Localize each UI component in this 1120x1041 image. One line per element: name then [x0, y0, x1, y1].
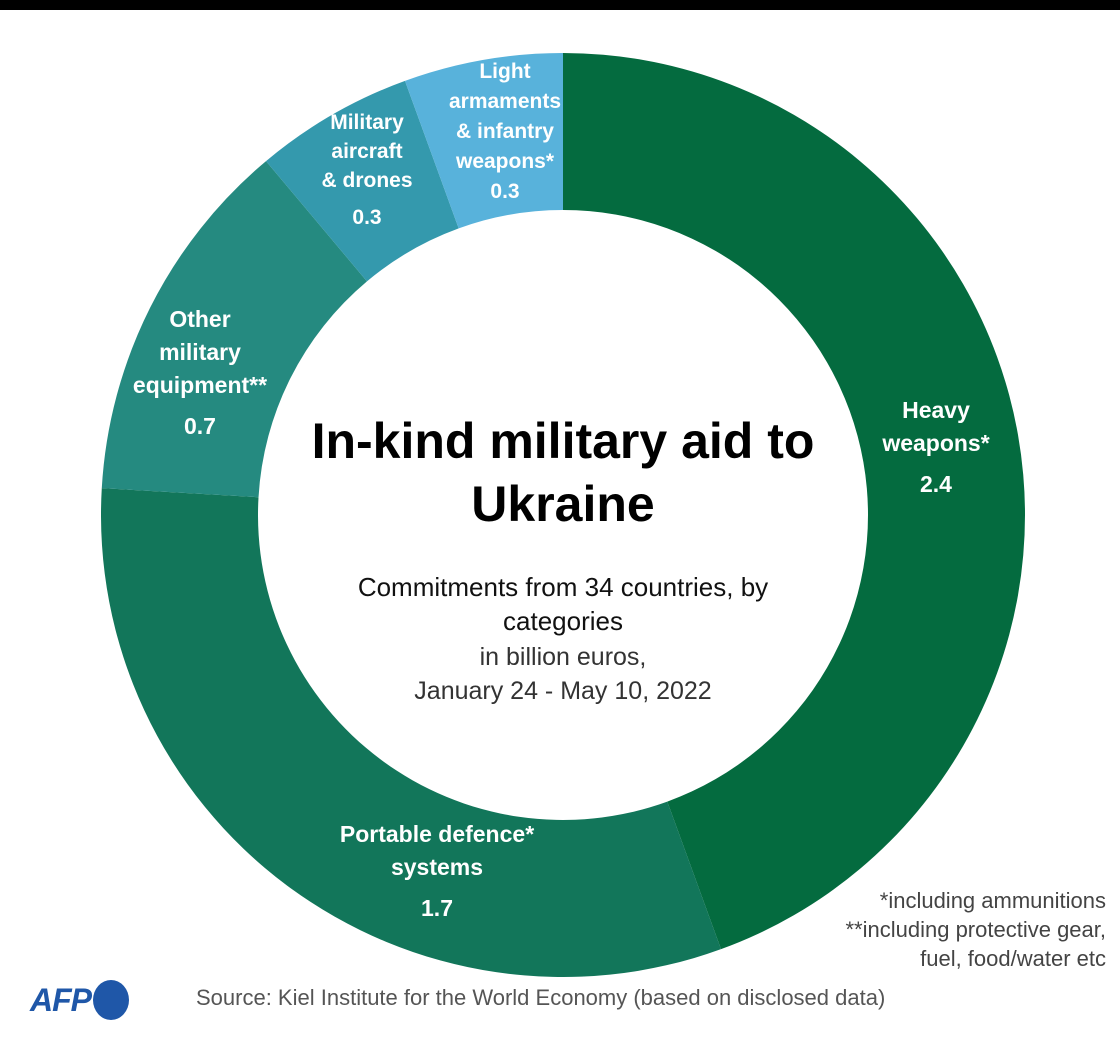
- data-label: 0.3: [352, 206, 382, 229]
- footnote: **including protective gear,: [845, 917, 1107, 942]
- slice-label-portable-defence: Portable defence* systems 1.7: [340, 818, 534, 925]
- label-text: Military aircraft & drones: [321, 111, 413, 192]
- footnote: fuel, food/water etc: [920, 946, 1106, 971]
- slice-label-aircraft-drones: Military aircraft & drones 0.3: [321, 108, 412, 232]
- top-bar: [0, 0, 1120, 10]
- chart-units: in billion euros, January 24 - May 10, 2…: [303, 640, 823, 708]
- label-text: Light armaments & infantry weapons*: [448, 60, 562, 173]
- donut-slice-3: [266, 80, 459, 282]
- logo-text: AFP: [30, 981, 92, 1018]
- chart-title: In-kind military aid to Ukraine: [311, 413, 815, 532]
- data-label: 1.7: [421, 895, 453, 921]
- logo-dot-icon: [93, 980, 129, 1020]
- data-label: 0.3: [490, 180, 520, 203]
- chart-subtitle: Commitments from 34 countries, by catego…: [357, 572, 769, 636]
- units-line: in billion euros,: [479, 643, 647, 671]
- afp-logo: AFP: [30, 980, 129, 1020]
- donut-slice-4: [404, 53, 563, 229]
- donut-slice-2: [101, 161, 367, 498]
- donut-slice-0: [563, 53, 1025, 950]
- slice-label-other-equipment: Other military equipment** 0.7: [133, 303, 267, 443]
- date-range: January 24 - May 10, 2022: [414, 677, 712, 705]
- donut-slice-1: [101, 488, 722, 978]
- data-label: 0.7: [184, 413, 216, 439]
- label-text: Heavy weapons*: [882, 397, 990, 456]
- label-text: Other military equipment**: [132, 306, 268, 398]
- source-note: Source: Kiel Institute for the World Eco…: [196, 985, 886, 1010]
- data-label: 2.4: [920, 471, 952, 497]
- footnotes: *including ammunitions **including prote…: [846, 886, 1107, 973]
- label-text: Portable defence* systems: [339, 821, 535, 880]
- footnote: *including ammunitions: [879, 888, 1106, 913]
- slice-label-heavy-weapons: Heavy weapons* 2.4: [882, 394, 989, 501]
- slice-label-light-armaments: Light armaments & infantry weapons* 0.3: [449, 57, 561, 207]
